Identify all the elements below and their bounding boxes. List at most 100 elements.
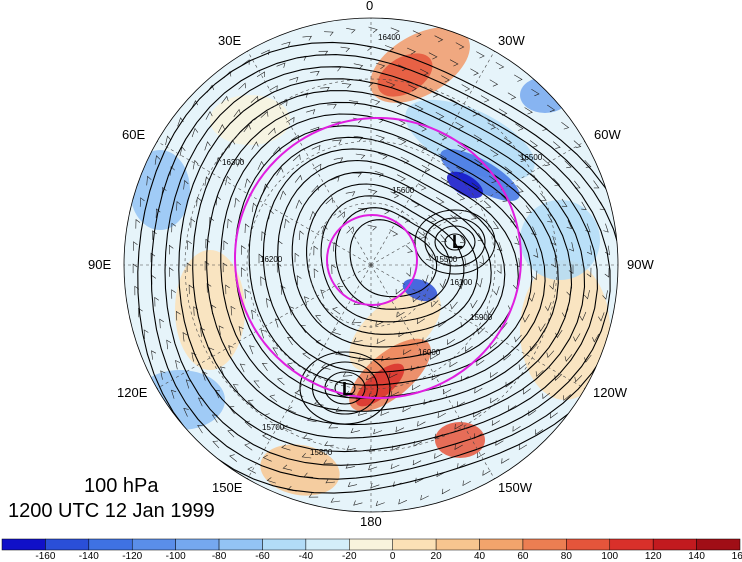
height-contour: [164, 66, 611, 466]
wind-barb: [493, 220, 499, 229]
wind-barb: [267, 127, 276, 135]
colorbar-tick-label: 40: [473, 551, 486, 562]
parallel: [246, 140, 496, 390]
wind-barb: [192, 159, 199, 170]
wind-barb: [406, 267, 412, 277]
wind-barb: [417, 421, 426, 427]
height-contour: [248, 136, 533, 386]
wind-barb: [411, 200, 420, 208]
wind-barb: [165, 135, 172, 146]
wind-barb: [351, 318, 362, 324]
wind-barb: [225, 284, 230, 295]
colorbar-swatch: [609, 538, 654, 551]
wind-barb: [204, 141, 211, 151]
colorbar-tick-label: 80: [560, 551, 572, 562]
wind-barb: [232, 384, 239, 393]
wind-barb: [441, 75, 450, 83]
wind-barb: [368, 26, 378, 33]
wind-barb: [244, 178, 251, 188]
wind-barb: [474, 387, 483, 394]
wind-barb: [342, 371, 353, 377]
wind-barb: [298, 230, 304, 241]
wind-barb: [586, 267, 592, 278]
wind-barb: [355, 153, 366, 160]
wind-barb: [401, 215, 411, 223]
pressure-level-label: 100 hPa: [84, 475, 159, 497]
colorbar-tick-label: -60: [255, 551, 270, 562]
wind-barb: [598, 312, 605, 322]
wind-barb: [282, 464, 293, 471]
wind-barb: [514, 334, 522, 343]
wind-barb: [524, 107, 533, 115]
low-marker: L: [452, 232, 463, 252]
wind-barb: [346, 445, 356, 451]
lon-label-30e: 30E: [218, 33, 242, 48]
wind-barb: [564, 354, 573, 362]
parallel: [184, 78, 558, 452]
wind-barb: [306, 109, 316, 115]
wind-barb: [546, 350, 555, 359]
wind-barb: [223, 240, 229, 251]
wind-barb: [256, 71, 265, 78]
wind-barb: [191, 100, 199, 109]
wind-barb: [418, 143, 428, 151]
wind-barb: [331, 328, 341, 335]
contour-label: 16200: [260, 255, 283, 264]
wind-barb: [292, 154, 301, 162]
wind-barb: [331, 121, 341, 127]
wind-barb: [529, 140, 538, 148]
wind-barb: [183, 407, 189, 417]
wind-barb: [434, 35, 444, 43]
wind-barb: [585, 223, 591, 233]
low-contour: [424, 217, 486, 267]
wind-barb: [449, 361, 458, 368]
wind-barb: [309, 210, 316, 221]
wind-barb: [241, 59, 250, 66]
wind-barb: [455, 42, 465, 50]
low-contour: [311, 361, 379, 415]
wind-barb: [324, 441, 334, 446]
wind-barb: [564, 160, 572, 169]
contour-label: 16000: [418, 348, 441, 357]
wind-barb: [332, 307, 341, 315]
wind-barb: [586, 245, 592, 255]
wind-barb: [421, 164, 431, 173]
wind-barb: [206, 283, 212, 293]
wind-barb: [516, 185, 524, 193]
wind-barb: [202, 371, 208, 381]
wind-barb: [175, 359, 181, 370]
wind-barb: [487, 122, 497, 130]
colorbar-tick-label: -100: [165, 551, 186, 562]
wind-barb: [428, 215, 437, 223]
wind-barb: [302, 35, 312, 41]
wind-barb: [313, 163, 322, 170]
wind-barb: [454, 444, 463, 450]
low-contour: [299, 351, 391, 425]
colorbar-tick-label: -120: [122, 551, 143, 562]
wind-barb: [470, 68, 479, 76]
map-boundary: [123, 17, 619, 513]
wind-barb: [515, 123, 524, 131]
wind-barb: [434, 453, 443, 459]
lon-label-90e: 90E: [88, 257, 112, 272]
wind-barb: [490, 149, 499, 157]
wind-barb: [284, 218, 290, 229]
wind-barb: [542, 158, 551, 167]
colorbar-swatch: [566, 538, 611, 551]
wind-barb: [373, 428, 383, 435]
wind-barb: [462, 480, 471, 487]
wind-barb: [209, 216, 214, 227]
low-contour: [434, 225, 476, 259]
wind-barb: [345, 191, 356, 197]
wind-barb: [436, 471, 445, 478]
wind-barb: [405, 245, 414, 253]
wind-barb: [154, 155, 161, 165]
wind-barb: [286, 116, 295, 123]
wind-barb: [260, 276, 265, 286]
wind-barb: [605, 245, 610, 256]
wind-barb: [584, 290, 590, 300]
wind-barb: [325, 197, 334, 205]
wind-barb: [244, 288, 250, 299]
colorbar-swatch: [218, 538, 263, 551]
wind-barb: [251, 141, 259, 150]
